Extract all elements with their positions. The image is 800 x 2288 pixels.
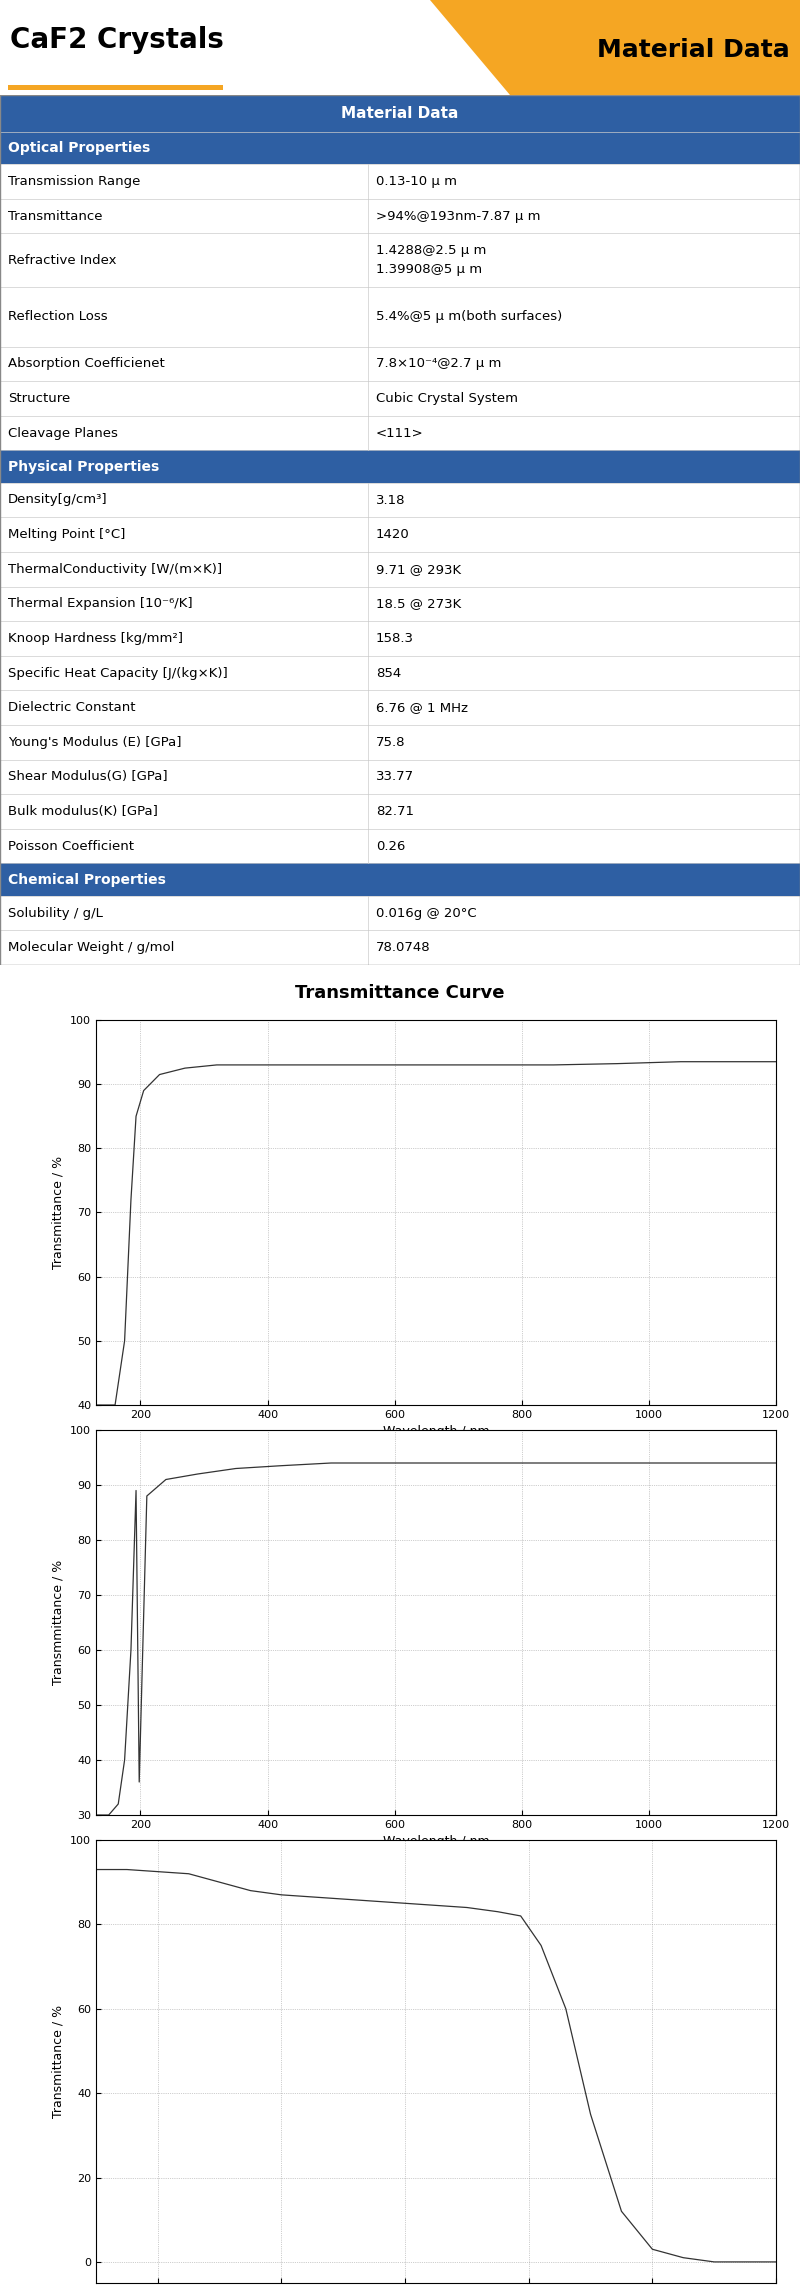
Text: Bulk modulus(K) [GPa]: Bulk modulus(K) [GPa] <box>8 805 158 819</box>
Bar <box>0 794 800 828</box>
Bar <box>0 233 800 286</box>
Text: >94%@193nm-7.87 μ m: >94%@193nm-7.87 μ m <box>376 210 541 222</box>
Bar <box>0 451 800 483</box>
Text: Chemical Properties: Chemical Properties <box>8 872 166 888</box>
Text: 78.0748: 78.0748 <box>376 940 430 954</box>
Text: 75.8: 75.8 <box>376 737 406 748</box>
Text: Dielectric Constant: Dielectric Constant <box>8 700 135 714</box>
Text: Molecular Weight / g/mol: Molecular Weight / g/mol <box>8 940 174 954</box>
Text: 0.26: 0.26 <box>376 840 406 853</box>
Bar <box>0 828 800 863</box>
Text: Material Data: Material Data <box>342 105 458 121</box>
Text: <111>: <111> <box>376 426 424 439</box>
Bar <box>0 517 800 551</box>
Bar <box>0 551 800 586</box>
Y-axis label: Transmmittance / %: Transmmittance / % <box>51 1560 65 1686</box>
Bar <box>0 691 800 725</box>
Text: Structure: Structure <box>8 391 70 405</box>
X-axis label: Wavelength / nm: Wavelength / nm <box>382 1425 490 1439</box>
Text: Specific Heat Capacity [J/(kg×K)]: Specific Heat Capacity [J/(kg×K)] <box>8 666 228 680</box>
Text: ThermalConductivity [W/(m×K)]: ThermalConductivity [W/(m×K)] <box>8 563 222 577</box>
Text: 5.4%@5 μ m(both surfaces): 5.4%@5 μ m(both surfaces) <box>376 311 562 323</box>
Bar <box>0 286 800 345</box>
Bar <box>0 760 800 794</box>
Bar <box>0 620 800 657</box>
Text: 0.13-10 μ m: 0.13-10 μ m <box>376 176 457 188</box>
Text: Transmittance Curve: Transmittance Curve <box>295 984 505 1002</box>
Text: Transmittance: Transmittance <box>8 210 102 222</box>
Bar <box>0 725 800 760</box>
Text: Young's Modulus (E) [GPa]: Young's Modulus (E) [GPa] <box>8 737 182 748</box>
Bar <box>0 416 800 451</box>
Text: 1.39908@5 μ m: 1.39908@5 μ m <box>376 263 482 277</box>
Text: Shear Modulus(G) [GPa]: Shear Modulus(G) [GPa] <box>8 771 168 782</box>
Text: Reflection Loss: Reflection Loss <box>8 311 108 323</box>
Text: 18.5 @ 273K: 18.5 @ 273K <box>376 597 462 611</box>
Text: Density[g/cm³]: Density[g/cm³] <box>8 494 108 506</box>
Polygon shape <box>430 0 800 96</box>
Text: 1.4288@2.5 μ m: 1.4288@2.5 μ m <box>376 245 486 256</box>
Bar <box>0 199 800 233</box>
Bar <box>0 345 800 382</box>
Text: Cubic Crystal System: Cubic Crystal System <box>376 391 518 405</box>
Text: 82.71: 82.71 <box>376 805 414 819</box>
Text: 158.3: 158.3 <box>376 631 414 645</box>
Text: 1420: 1420 <box>376 529 410 542</box>
Bar <box>0 165 800 199</box>
Text: 3.18: 3.18 <box>376 494 406 506</box>
Text: 854: 854 <box>376 666 402 680</box>
Text: Absorption Coefficienet: Absorption Coefficienet <box>8 357 165 371</box>
Text: Physical Properties: Physical Properties <box>8 460 159 474</box>
Text: 33.77: 33.77 <box>376 771 414 782</box>
Bar <box>0 382 800 416</box>
Bar <box>0 133 800 165</box>
Bar <box>0 586 800 620</box>
Bar <box>0 96 800 133</box>
Text: Knoop Hardness [kg/mm²]: Knoop Hardness [kg/mm²] <box>8 631 183 645</box>
Text: Poisson Coefficient: Poisson Coefficient <box>8 840 134 853</box>
Text: Cleavage Planes: Cleavage Planes <box>8 426 118 439</box>
Text: Material Data: Material Data <box>598 39 790 62</box>
X-axis label: Wavelength / nm: Wavelength / nm <box>382 1835 490 1849</box>
Text: CaF2 Crystals: CaF2 Crystals <box>10 25 224 55</box>
Text: 9.71 @ 293K: 9.71 @ 293K <box>376 563 461 577</box>
Bar <box>0 483 800 517</box>
Text: 0.016g @ 20°C: 0.016g @ 20°C <box>376 906 477 920</box>
Text: Thermal Expansion [10⁻⁶/K]: Thermal Expansion [10⁻⁶/K] <box>8 597 193 611</box>
Text: 7.8×10⁻⁴@2.7 μ m: 7.8×10⁻⁴@2.7 μ m <box>376 357 502 371</box>
Y-axis label: Transmittance / %: Transmittance / % <box>51 1155 65 1270</box>
Bar <box>0 657 800 691</box>
Bar <box>0 897 800 931</box>
Text: Melting Point [°C]: Melting Point [°C] <box>8 529 126 542</box>
Bar <box>0 863 800 897</box>
Bar <box>8 85 223 89</box>
Text: Refractive Index: Refractive Index <box>8 254 117 265</box>
Text: Transmission Range: Transmission Range <box>8 176 140 188</box>
Text: Optical Properties: Optical Properties <box>8 142 150 156</box>
Bar <box>0 931 800 966</box>
Text: Solubility / g/L: Solubility / g/L <box>8 906 103 920</box>
Y-axis label: Transmittance / %: Transmittance / % <box>51 2004 65 2119</box>
Text: 6.76 @ 1 MHz: 6.76 @ 1 MHz <box>376 700 468 714</box>
